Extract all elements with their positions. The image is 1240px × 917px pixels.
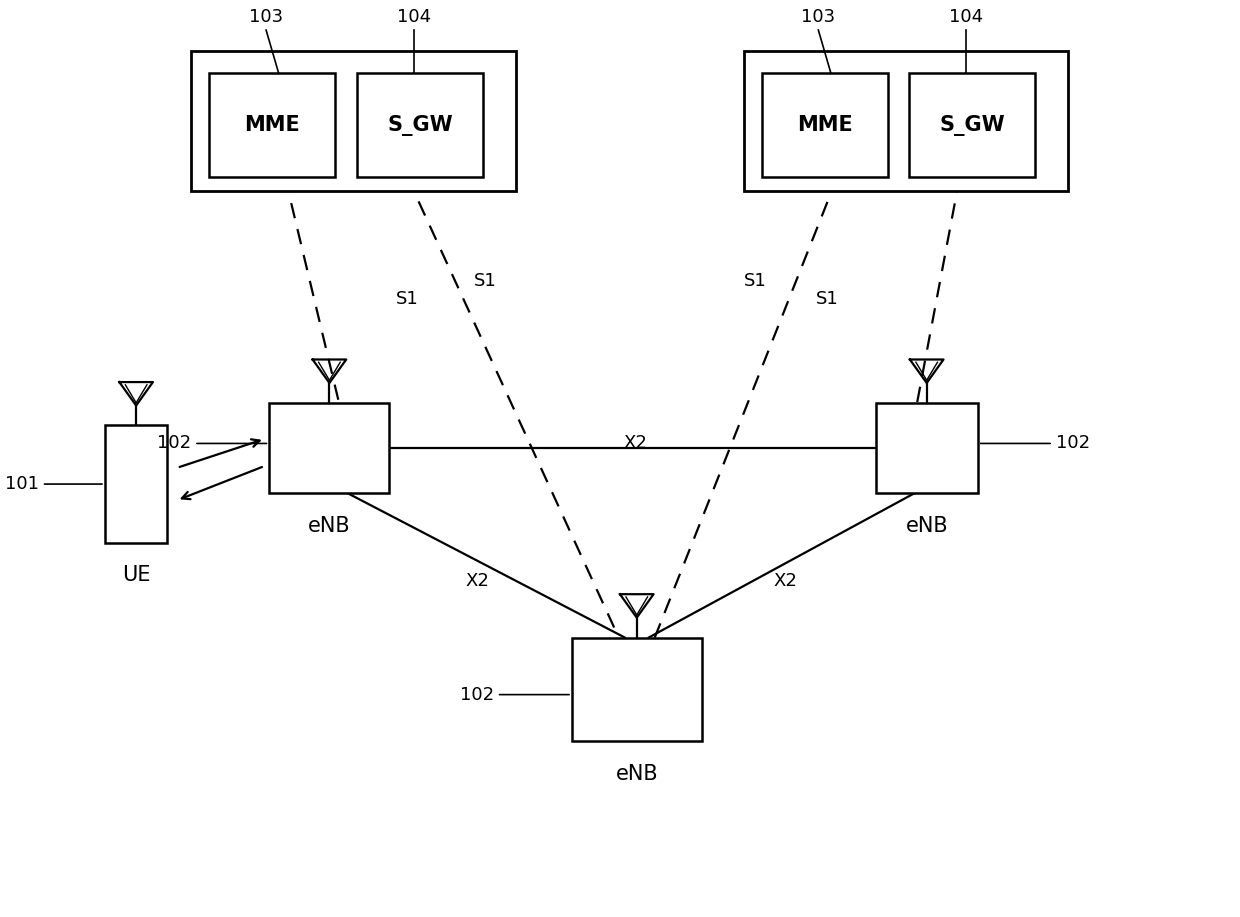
Text: 103: 103	[249, 7, 283, 26]
Text: 101: 101	[5, 475, 102, 493]
Bar	[269, 403, 389, 493]
Text: eNB: eNB	[308, 515, 351, 536]
Text: MME: MME	[244, 116, 300, 135]
Text: S1: S1	[816, 290, 839, 308]
Text: eNB: eNB	[905, 515, 949, 536]
Text: S_GW: S_GW	[940, 115, 1006, 136]
Bar	[744, 50, 1068, 191]
Text: eNB: eNB	[615, 764, 658, 784]
Bar	[761, 73, 888, 177]
Text: 104: 104	[397, 7, 430, 26]
Bar	[210, 73, 336, 177]
Text: 103: 103	[801, 7, 836, 26]
Text: X2: X2	[774, 571, 797, 590]
Bar	[572, 637, 702, 741]
Text: UE: UE	[122, 565, 150, 585]
Text: X2: X2	[465, 571, 489, 590]
Bar	[105, 425, 167, 543]
Text: MME: MME	[797, 116, 853, 135]
Text: 104: 104	[949, 7, 983, 26]
Text: 102: 102	[460, 686, 569, 703]
Text: X2: X2	[624, 435, 647, 452]
Bar	[357, 73, 484, 177]
Text: S1: S1	[744, 272, 768, 290]
Bar	[875, 403, 977, 493]
Text: S_GW: S_GW	[387, 115, 453, 136]
Text: S1: S1	[396, 290, 419, 308]
Text: 102: 102	[157, 435, 267, 452]
Bar	[191, 50, 516, 191]
Text: S1: S1	[474, 272, 497, 290]
Text: 102: 102	[981, 435, 1090, 452]
Bar	[909, 73, 1035, 177]
